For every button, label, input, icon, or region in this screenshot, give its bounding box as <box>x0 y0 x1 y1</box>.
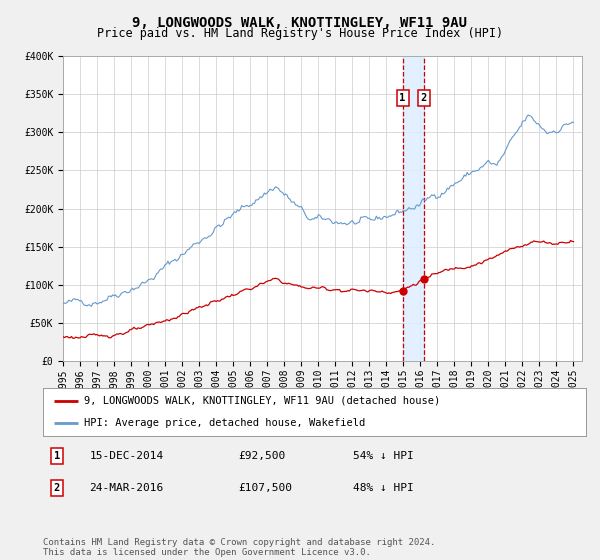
Text: 2: 2 <box>53 483 60 493</box>
Text: £92,500: £92,500 <box>239 451 286 461</box>
Text: Contains HM Land Registry data © Crown copyright and database right 2024.
This d: Contains HM Land Registry data © Crown c… <box>43 538 436 557</box>
Text: 1: 1 <box>400 93 406 103</box>
Text: 15-DEC-2014: 15-DEC-2014 <box>89 451 164 461</box>
Text: 24-MAR-2016: 24-MAR-2016 <box>89 483 164 493</box>
Text: 48% ↓ HPI: 48% ↓ HPI <box>353 483 413 493</box>
Text: 2: 2 <box>421 93 427 103</box>
Text: HPI: Average price, detached house, Wakefield: HPI: Average price, detached house, Wake… <box>84 418 365 428</box>
Text: 1: 1 <box>53 451 60 461</box>
Text: 54% ↓ HPI: 54% ↓ HPI <box>353 451 413 461</box>
Text: £107,500: £107,500 <box>239 483 293 493</box>
Text: Price paid vs. HM Land Registry's House Price Index (HPI): Price paid vs. HM Land Registry's House … <box>97 27 503 40</box>
Text: 9, LONGWOODS WALK, KNOTTINGLEY, WF11 9AU: 9, LONGWOODS WALK, KNOTTINGLEY, WF11 9AU <box>133 16 467 30</box>
Text: 9, LONGWOODS WALK, KNOTTINGLEY, WF11 9AU (detached house): 9, LONGWOODS WALK, KNOTTINGLEY, WF11 9AU… <box>84 396 440 406</box>
Bar <box>403 56 424 361</box>
